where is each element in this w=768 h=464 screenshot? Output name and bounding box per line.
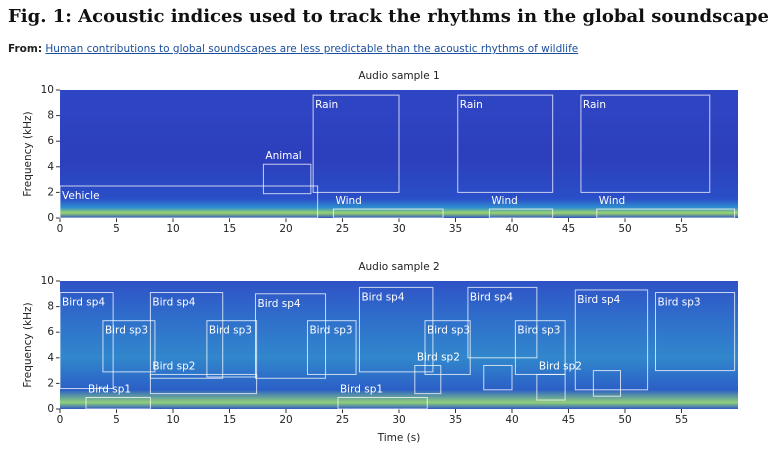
y-tick-label: 6 [47,135,54,147]
y-tick-label: 0 [47,212,54,224]
x-tick-label: 25 [336,414,349,426]
annotation-box [574,289,649,391]
y-tick-label: 2 [47,186,54,198]
y-tick-label: 10 [41,84,54,96]
annotation-label: Bird sp2 [539,360,582,372]
figure-title: Fig. 1: Acoustic indices used to track t… [8,6,768,27]
annotation-box [424,320,471,375]
y-tick-label: 0 [47,403,54,415]
source-link[interactable]: Human contributions to global soundscape… [45,43,579,55]
x-tick-label: 45 [562,414,575,426]
annotation-box [337,396,428,410]
annotation-box [85,396,151,410]
x-tick-label: 5 [113,414,120,426]
annotation-box [254,293,327,379]
x-tick-label: 5 [113,223,120,235]
annotation-label: Bird sp3 [105,325,148,337]
from-label: From: [8,43,43,55]
x-tick-label: 45 [562,223,575,235]
annotation-label: Bird sp2 [152,360,195,372]
source-line: From: Human contributions to global soun… [8,43,578,55]
x-axis-label: Time (s) [377,432,421,444]
y-tick-label: 10 [41,275,54,287]
x-tick-label: 35 [449,223,462,235]
x-tick-label: 20 [279,414,292,426]
x-tick-label: 40 [505,223,518,235]
annotation-label: Bird sp3 [209,325,252,337]
y-tick-label: 4 [47,352,54,364]
annotation-box [358,286,434,373]
annotation-box [59,292,114,390]
panel-title: Audio sample 1 [358,70,439,82]
annotation-label: Bird sp4 [62,297,105,309]
x-tick-label: 50 [618,223,631,235]
x-tick-label: 20 [279,223,292,235]
y-axis-label: Frequency (kHz) [22,302,34,387]
annotation-box [467,286,538,359]
annotation-box [102,320,156,373]
y-tick-label: 6 [47,326,54,338]
annotation-box [457,94,554,193]
annotation-label: Rain [583,99,606,111]
x-tick-label: 10 [166,414,179,426]
x-tick-label: 25 [336,223,349,235]
x-tick-label: 0 [57,223,64,235]
x-tick-label: 15 [223,223,236,235]
annotation-label: Bird sp4 [257,298,300,310]
y-axis-label: Frequency (kHz) [22,111,34,196]
annotation-label: Bird sp4 [152,297,195,309]
annotation-box [149,373,258,395]
annotation-label: Bird sp3 [309,325,352,337]
annotation-label: Wind [491,195,517,207]
x-tick-label: 10 [166,223,179,235]
annotation-label: Wind [599,195,625,207]
annotation-box [596,208,736,219]
x-tick-label: 55 [675,223,688,235]
y-tick-label: 4 [47,161,54,173]
x-tick-label: 30 [392,223,405,235]
annotation-box [312,94,400,193]
annotation-box [483,364,513,391]
x-tick-label: 55 [675,414,688,426]
x-tick-label: 30 [392,414,405,426]
annotation-label: Rain [460,99,483,111]
annotation-box [206,320,258,378]
x-tick-label: 50 [618,414,631,426]
annotation-label: Bird sp4 [470,291,513,303]
y-tick-label: 8 [47,301,54,313]
annotation-label: Bird sp1 [340,383,383,395]
annotation-label: Bird sp4 [577,294,620,306]
x-tick-label: 35 [449,414,462,426]
annotation-label: Wind [335,195,361,207]
annotation-label: Bird sp3 [658,297,701,309]
annotation-label: Animal [265,150,301,162]
x-tick-label: 0 [57,414,64,426]
annotation-label: Bird sp4 [361,291,404,303]
annotation-label: Rain [315,99,338,111]
y-tick-label: 2 [47,377,54,389]
annotation-box [262,163,312,195]
annotation-label: Bird sp2 [417,351,460,363]
annotation-box [536,373,566,401]
annotation-box [655,292,736,372]
spectrogram-image [60,281,738,409]
annotation-box [414,364,442,395]
annotation-box [59,185,319,219]
annotation-label: Vehicle [62,190,100,202]
annotation-label: Bird sp3 [517,325,560,337]
annotation-box [332,208,444,219]
annotation-label: Bird sp3 [427,325,470,337]
x-tick-label: 15 [223,414,236,426]
x-tick-label: 40 [505,414,518,426]
annotation-box [580,94,711,193]
annotation-box [306,320,357,375]
annotation-box [488,208,554,219]
panel-title: Audio sample 2 [358,261,439,273]
annotation-label: Bird sp1 [88,383,131,395]
annotation-box [592,370,621,397]
y-tick-label: 8 [47,110,54,122]
annotation-box [149,292,224,379]
